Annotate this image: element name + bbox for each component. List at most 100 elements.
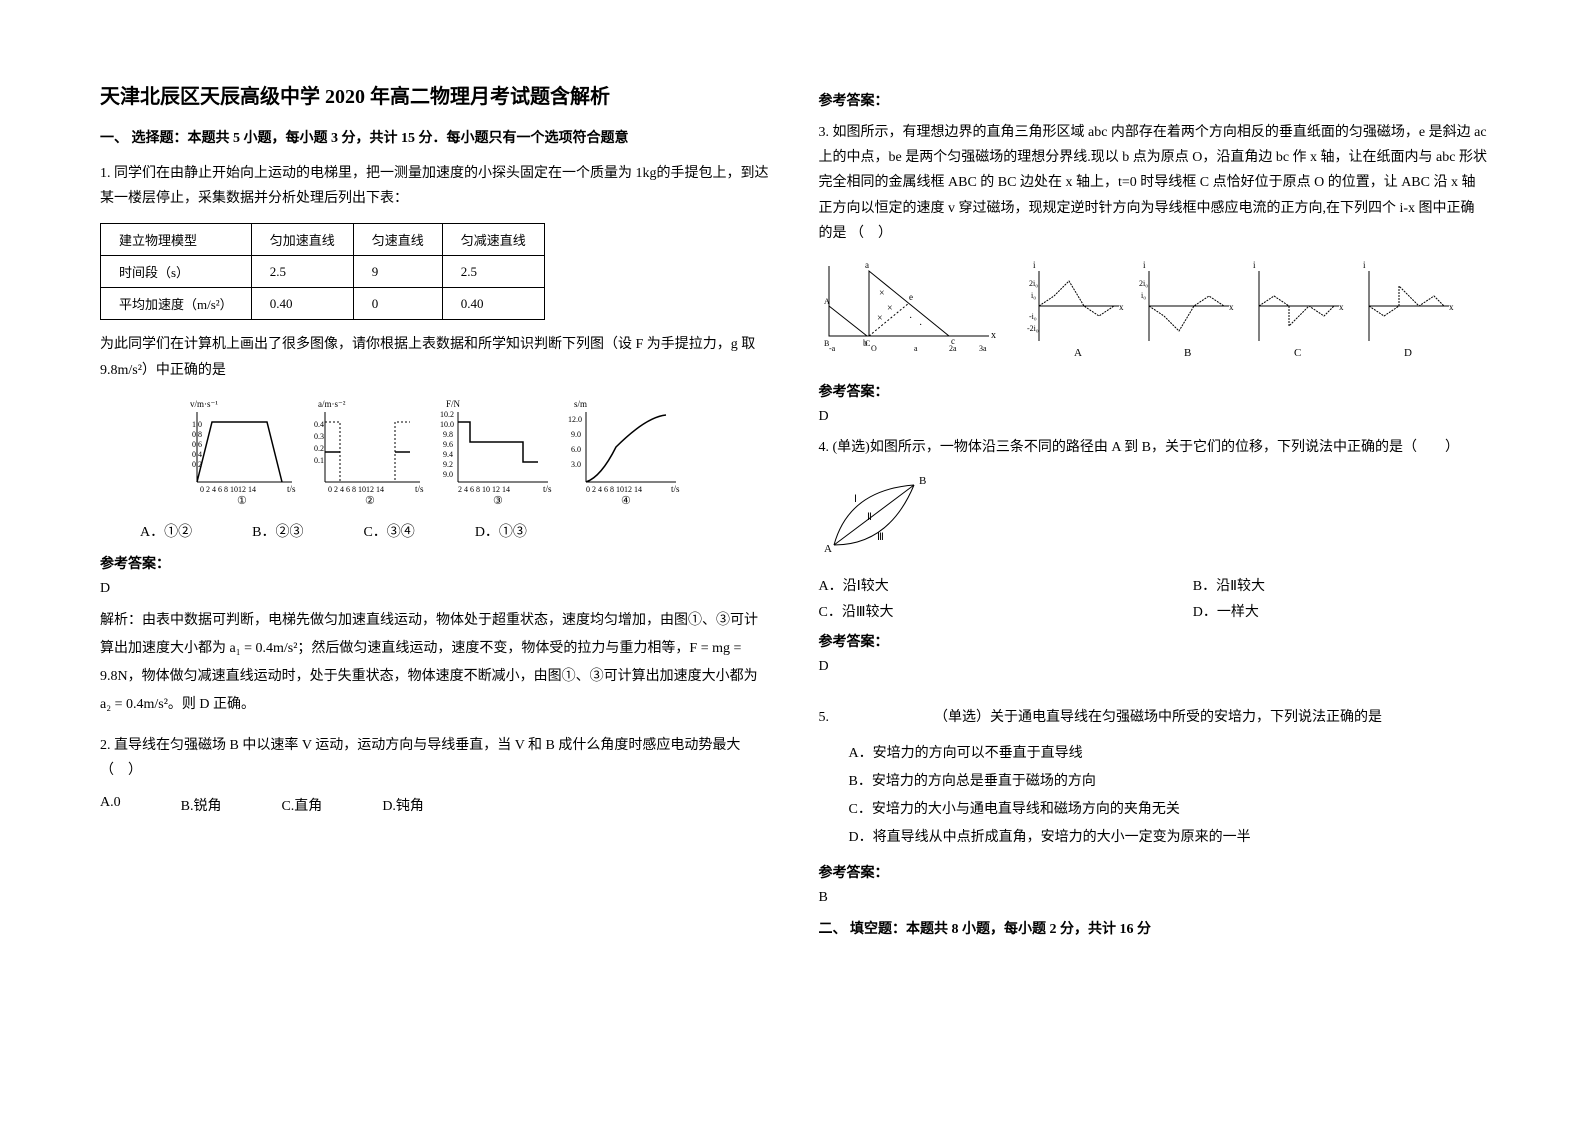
table-cell: 2.5 <box>442 256 544 288</box>
svg-text:0.3: 0.3 <box>314 432 324 441</box>
svg-text:i: i <box>1143 260 1146 270</box>
option-d: D．①③ <box>475 521 527 541</box>
table-cell: 平均加速度（m/s²） <box>101 288 252 320</box>
table-row: 时间段（s） 2.5 9 2.5 <box>101 256 545 288</box>
q5-answer: B <box>819 890 1488 906</box>
svg-text:9.0: 9.0 <box>443 470 453 479</box>
q4-answer-label: 参考答案： <box>819 631 1488 651</box>
q2-answer-label: 参考答案： <box>819 90 1488 110</box>
table-cell: 0 <box>353 288 442 320</box>
q1-graphs: v/m·s⁻¹ t/s 1.0 0.8 0.6 0.4 0.2 0 2 4 6 … <box>100 397 769 507</box>
svg-text:A: A <box>1074 347 1082 359</box>
svg-text:9.8: 9.8 <box>443 430 453 439</box>
svg-text:9.2: 9.2 <box>443 460 453 469</box>
q4-figure: A B Ⅰ Ⅱ Ⅲ <box>819 470 1488 565</box>
svg-text:a: a <box>914 344 918 353</box>
svg-text:0.6: 0.6 <box>192 440 202 449</box>
q3-stem: 3. 如图所示，有理想边界的直角三角形区域 abc 内部存在着两个方向相反的垂直… <box>819 120 1488 246</box>
table-row: 建立物理模型 匀加速直线 匀速直线 匀减速直线 <box>101 224 545 256</box>
svg-text:2 4 6 8 10 12 14: 2 4 6 8 10 12 14 <box>458 485 510 494</box>
option-a: A．安培力的方向可以不垂直于直导线 <box>849 740 1488 768</box>
svg-text:x: x <box>991 330 996 341</box>
q2-stem: 2. 直导线在匀强磁场 B 中以速率 V 运动，运动方向与导线垂直，当 V 和 … <box>100 733 769 783</box>
svg-text:-i₀: -i₀ <box>1029 312 1037 321</box>
svg-text:t/s: t/s <box>543 484 552 494</box>
svg-text:2i₀: 2i₀ <box>1139 279 1148 288</box>
table-cell: 0.40 <box>442 288 544 320</box>
svg-text:·: · <box>909 313 912 324</box>
svg-text:0 2 4 6 8 1012 14: 0 2 4 6 8 1012 14 <box>328 485 384 494</box>
graph-label: ④ <box>621 495 631 507</box>
svg-text:9.4: 9.4 <box>443 450 453 459</box>
q3-answer: D <box>819 409 1488 425</box>
section2-head: 二、 填空题：本题共 8 小题，每小题 2 分，共计 16 分 <box>819 918 1488 938</box>
q4-diagram-icon: A B Ⅰ Ⅱ Ⅲ <box>819 470 939 560</box>
svg-text:t/s: t/s <box>671 484 680 494</box>
table-row: 平均加速度（m/s²） 0.40 0 0.40 <box>101 288 545 320</box>
q2-options: A.0 B.锐角 C.直角 D.钝角 <box>100 795 769 815</box>
q5-stem: 5. （单选）关于通电直导线在匀强磁场中所受的安培力，下列说法正确的是 <box>819 705 1488 730</box>
option-a: A．沿Ⅰ较大 <box>819 575 1113 595</box>
table-cell: 时间段（s） <box>101 256 252 288</box>
q3-figure: x a e c b × × × · · A B C -a O a 2a 3 <box>819 256 1488 371</box>
option-d: D．将直导线从中点折成直角，安培力的大小一定变为原来的一半 <box>849 824 1488 852</box>
svg-text:Ⅲ: Ⅲ <box>877 532 884 543</box>
svg-text:1.0: 1.0 <box>192 420 202 429</box>
svg-text:Ⅱ: Ⅱ <box>867 512 872 523</box>
graph-ylabel: a/m·s⁻² <box>318 399 346 409</box>
svg-text:×: × <box>887 303 893 314</box>
svg-text:x: x <box>1119 302 1124 312</box>
svg-text:A: A <box>824 297 830 306</box>
svg-text:e: e <box>909 292 913 302</box>
table-header: 匀减速直线 <box>442 224 544 256</box>
q1-answer: D <box>100 581 769 597</box>
svg-text:i: i <box>1033 260 1036 270</box>
svg-text:0.2: 0.2 <box>314 444 324 453</box>
svg-text:i₀: i₀ <box>1141 291 1146 300</box>
svg-text:3.0: 3.0 <box>571 460 581 469</box>
svg-text:D: D <box>1404 347 1412 359</box>
q4-options: A．沿Ⅰ较大 B．沿Ⅱ较大 C．沿Ⅲ较大 D．一样大 <box>819 575 1488 621</box>
graph-ylabel: v/m·s⁻¹ <box>190 399 218 409</box>
svg-text:10.2: 10.2 <box>440 410 454 419</box>
svg-text:0 2 4 6 8 1012 14: 0 2 4 6 8 1012 14 <box>586 485 642 494</box>
table-cell: 2.5 <box>251 256 353 288</box>
svg-text:0.4: 0.4 <box>192 450 202 459</box>
option-b: B．沿Ⅱ较大 <box>1193 575 1487 595</box>
exam-title: 天津北辰区天辰高级中学 2020 年高二物理月考试题含解析 <box>100 80 769 109</box>
svg-text:0 2 4 6 8 1012 14: 0 2 4 6 8 1012 14 <box>200 485 256 494</box>
graph-ylabel: s/m <box>574 399 587 409</box>
graph-label: ① <box>237 495 247 507</box>
graph-2-icon: a/m·s⁻² t/s 0.4 0.3 0.2 0.1 0 2 4 6 8 10… <box>310 397 430 507</box>
graph-4-icon: s/m t/s 12.0 9.0 6.0 3.0 0 2 4 6 8 1012 … <box>566 397 686 507</box>
option-a: A.0 <box>100 795 121 815</box>
svg-text:9.6: 9.6 <box>443 440 453 449</box>
option-d: D.钝角 <box>382 795 424 815</box>
svg-text:3a: 3a <box>979 344 987 353</box>
option-c: C．③④ <box>363 521 414 541</box>
svg-text:Ⅰ: Ⅰ <box>854 494 857 505</box>
q1-stem2: 为此同学们在计算机上画出了很多图像，请你根据上表数据和所学知识判断下列图（设 F… <box>100 332 769 382</box>
option-d: D．一样大 <box>1193 601 1487 621</box>
option-c: C.直角 <box>281 795 322 815</box>
graph-label: ② <box>365 495 375 507</box>
q5-options: A．安培力的方向可以不垂直于直导线 B．安培力的方向总是垂直于磁场的方向 C．安… <box>849 740 1488 852</box>
svg-text:x: x <box>1339 302 1344 312</box>
svg-text:-a: -a <box>829 344 836 353</box>
svg-text:×: × <box>879 288 885 299</box>
q4-stem: 4. (单选)如图所示，一物体沿三条不同的路径由 A 到 B，关于它们的位移，下… <box>819 435 1488 460</box>
option-b: B．安培力的方向总是垂直于磁场的方向 <box>849 768 1488 796</box>
q4-answer: D <box>819 659 1488 675</box>
q1-options: A．①② B．②③ C．③④ D．①③ <box>140 521 769 541</box>
svg-text:10.0: 10.0 <box>440 420 454 429</box>
svg-text:x: x <box>1229 302 1234 312</box>
svg-text:2i₀: 2i₀ <box>1029 279 1038 288</box>
svg-text:i: i <box>1253 260 1256 270</box>
svg-text:9.0: 9.0 <box>571 430 581 439</box>
svg-text:t/s: t/s <box>415 484 424 494</box>
svg-text:B: B <box>1184 347 1191 359</box>
svg-text:t/s: t/s <box>287 484 296 494</box>
svg-text:-2i₀: -2i₀ <box>1027 324 1039 333</box>
option-c: C．安培力的大小与通电直导线和磁场方向的夹角无关 <box>849 796 1488 824</box>
svg-text:·: · <box>919 320 922 331</box>
